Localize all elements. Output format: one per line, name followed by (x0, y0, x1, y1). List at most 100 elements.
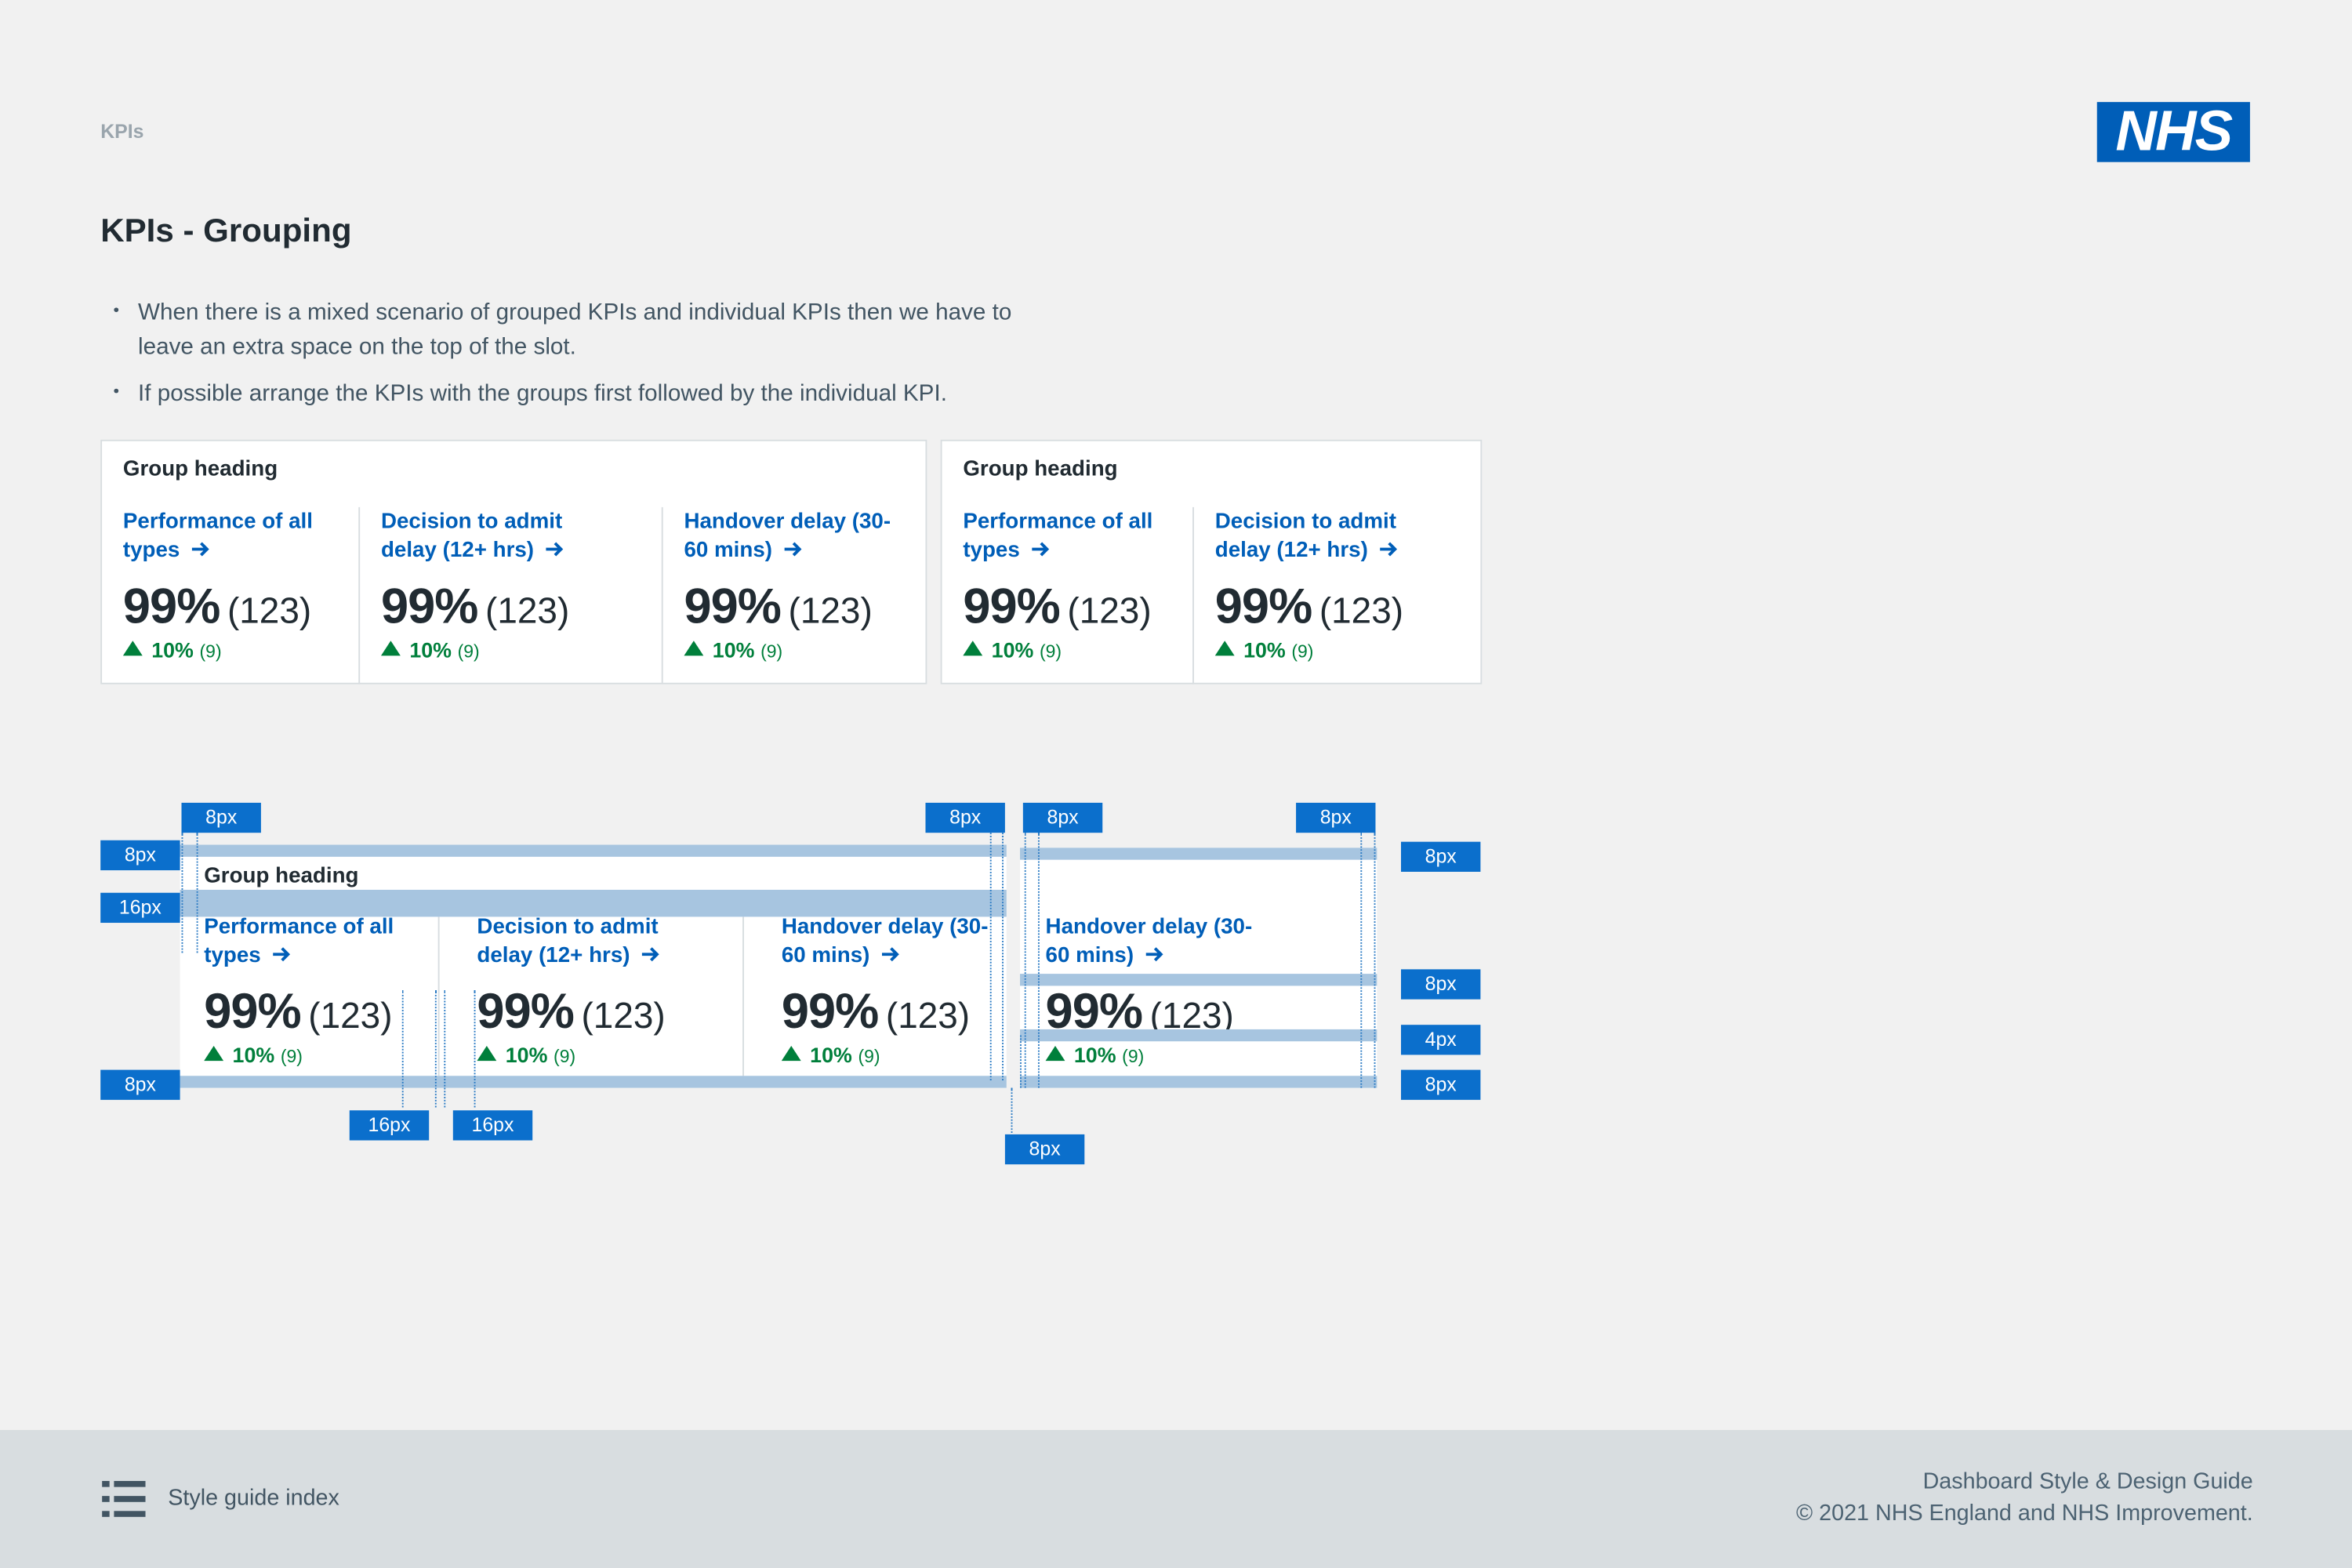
kpi-change-count: (9) (858, 1045, 880, 1067)
kpi-change: 10% (409, 637, 452, 662)
kpi: Decision to admit delay (12+ hrs) 99% (123… (380, 509, 606, 665)
kpi-name[interactable]: Handover delay (30-60 mins) (782, 914, 1007, 971)
kpi-name-text: Decision to admit delay (12+ hrs) (1214, 510, 1396, 563)
kpi-name-text: Handover delay (30-60 mins) (1045, 915, 1253, 968)
kpi-name[interactable]: Decision to admit delay (12+ hrs) (381, 509, 606, 566)
section-label: KPIs (100, 120, 144, 143)
kpi-name[interactable]: Performance of all types (204, 914, 429, 971)
measure-guide (444, 990, 446, 1108)
kpi-value: 99% (781, 982, 879, 1039)
bullet-dot (114, 307, 119, 313)
kpi-change-row: 10% (9) (963, 637, 1188, 664)
guide-name: Dashboard Style & Design Guide (1922, 1468, 2253, 1495)
spec-card (180, 848, 1007, 1088)
group-heading: Group heading (122, 457, 278, 482)
kpi-change-row: 10% (9) (781, 1043, 1007, 1069)
kpi-value-row: 99% (123) (684, 578, 909, 635)
measure-guide (1374, 833, 1376, 1088)
kpi-name[interactable]: Handover delay (30-60 mins) (1046, 914, 1271, 971)
kpi-change-count: (9) (554, 1045, 576, 1067)
kpi-value-row: 99% (123) (381, 578, 606, 635)
kpi-value-row: 99% (123) (204, 983, 429, 1040)
kpi-change-count: (9) (457, 641, 480, 662)
group-heading: Group heading (204, 864, 359, 889)
spacing-bar (180, 889, 1007, 917)
kpi-name[interactable]: Performance of all types (963, 509, 1188, 566)
measure-guide (1360, 833, 1363, 1088)
bullet-text: When there is a mixed scenario of groupe… (138, 299, 1012, 361)
kpi: Performance of all types 99% (123) 10% (9) (204, 914, 429, 1070)
style-guide-link[interactable]: Style guide index (168, 1485, 339, 1512)
up-triangle (122, 641, 143, 656)
kpi: Performance of all types 99% (123) 10% (9) (122, 509, 348, 665)
spec-card (1020, 848, 1377, 1088)
kpi-value-row: 99% (123) (963, 578, 1188, 635)
measure-guide (474, 990, 476, 1108)
measure-guide (1037, 833, 1040, 1088)
up-triangle (1214, 641, 1235, 656)
arrow-icon (1380, 542, 1397, 557)
spacing-bar (1020, 848, 1377, 860)
spacing-label: 16px (349, 1110, 430, 1141)
kpi-count: (123) (308, 996, 393, 1037)
measure-guide (989, 833, 992, 1080)
up-triangle (963, 641, 983, 656)
group-card (100, 439, 927, 684)
arrow-icon (1032, 542, 1049, 557)
spacing-label: 8px (100, 840, 180, 871)
kpi-change-row: 10% (9) (1214, 637, 1440, 664)
measure-guide (196, 833, 198, 953)
up-triangle (380, 641, 401, 656)
divider (661, 506, 663, 684)
arrow-icon (881, 947, 899, 962)
kpi-value: 99% (122, 577, 220, 633)
spacing-bar (180, 1076, 1007, 1088)
kpi: Handover delay (30-60 mins) 99% (123) 10% (9… (684, 509, 909, 665)
kpi-change-count: (9) (1291, 641, 1314, 662)
index-icon (102, 1480, 146, 1517)
spacing-label: 8px (181, 802, 261, 833)
kpi-name-text: Decision to admit delay (12+ hrs) (477, 915, 659, 968)
kpi-count: (123) (1067, 591, 1152, 632)
kpi-count: (123) (581, 996, 666, 1037)
page-title: KPIs - Grouping (100, 211, 352, 249)
kpi-name-text: Decision to admit delay (12+ hrs) (380, 510, 563, 563)
spacing-label: 8px (1400, 841, 1481, 872)
kpi-change-row: 10% (9) (380, 637, 606, 664)
kpi-change-count: (9) (1039, 641, 1062, 662)
kpi: Performance of all types 99% (123) 10% (9) (963, 509, 1188, 665)
kpi-name[interactable]: Handover delay (30-60 mins) (684, 509, 909, 566)
spacing-label: 8px (1400, 1069, 1481, 1100)
kpi-name[interactable]: Performance of all types (123, 509, 348, 566)
kpi-name-text: Performance of all types (963, 510, 1153, 563)
kpi-change: 10% (151, 637, 194, 662)
divider (1192, 506, 1194, 684)
kpi-name[interactable]: Decision to admit delay (12+ hrs) (477, 914, 702, 971)
measure-guide (181, 833, 183, 953)
arrow-icon (546, 542, 564, 557)
arrow-icon (641, 947, 659, 962)
spacing-label: 8px (1022, 802, 1103, 833)
measure-guide (434, 990, 437, 1108)
kpi-value: 99% (477, 982, 574, 1039)
spacing-label: 8px (100, 1069, 180, 1100)
spacing-bar (1020, 974, 1377, 986)
spacing-label: 8px (1296, 802, 1376, 833)
kpi-name-text: Performance of all types (204, 915, 394, 968)
kpi: Handover delay (30-60 mins) 99% (123) 10% (9… (781, 914, 1007, 1070)
kpi-name[interactable]: Decision to admit delay (12+ hrs) (1215, 509, 1440, 566)
kpi-value-row: 99% (123) (123, 578, 348, 635)
kpi-value: 99% (204, 982, 301, 1039)
up-triangle (781, 1045, 801, 1062)
spacing-label: 8px (1400, 969, 1481, 1000)
arrow-icon (273, 947, 290, 962)
kpi-change-count: (9) (1122, 1045, 1145, 1067)
spacing-bar (1020, 1076, 1377, 1088)
kpi-change-count: (9) (199, 641, 222, 662)
kpi-value-row: 99% (123) (477, 983, 702, 1040)
arrow-icon (784, 542, 802, 557)
footer: Style guide index Dashboard Style & Desi… (0, 1429, 2352, 1568)
kpi-value: 99% (963, 577, 1060, 633)
kpi-value-row: 99% (123) (782, 983, 1007, 1040)
arrow-icon (191, 542, 209, 557)
